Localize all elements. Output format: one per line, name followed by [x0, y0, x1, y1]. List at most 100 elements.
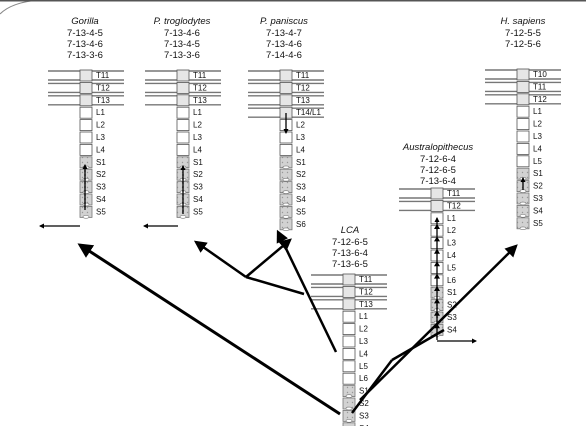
vertebra-label: S1 [359, 387, 369, 396]
vertebra-l3: L3 [176, 131, 202, 144]
vertebra-l3: L3 [342, 335, 368, 348]
vertebra-l1: L1 [176, 106, 202, 119]
taxon-name: P. paniscus [260, 16, 308, 27]
vertebra-l4: L4 [79, 143, 105, 156]
vertebra-label: S4 [296, 195, 306, 204]
arrow-to-pan-ancestor [276, 229, 338, 353]
vertebra-label: S3 [447, 313, 457, 322]
taxon-name: LCA [341, 225, 359, 236]
lumbar-shift-arrowhead [434, 248, 440, 254]
lumbar-shift-arrowhead [434, 261, 440, 267]
vertebra-s5: S5 [176, 205, 203, 219]
vertebra-s2: S2 [430, 299, 457, 312]
vertebra-label: S1 [296, 158, 306, 167]
vertebra-s5: S5 [516, 217, 543, 231]
taxon-name: Australopithecus [402, 142, 473, 153]
arrow-to-gorilla [77, 243, 341, 416]
vertebra-s1: S1 [176, 156, 203, 170]
vertebra-label: L1 [96, 108, 105, 117]
vertebra-s3: S3 [342, 409, 369, 423]
vertebra-s4: S4 [176, 193, 203, 207]
vertebra-label: T12 [193, 83, 207, 92]
arrow-segment-pan [245, 275, 305, 296]
vertebra-label: T14/L1 [296, 108, 321, 117]
vertebra-l4: L4 [516, 142, 542, 155]
vertebra-l1: L1 [79, 106, 105, 119]
vertebra-label: L3 [296, 133, 305, 142]
vertebra-l1: L1 [430, 212, 456, 225]
taxon-name: Gorilla [71, 16, 98, 27]
vertebra-t12: T12 [311, 285, 387, 298]
vertebra-label: T11 [533, 82, 547, 91]
vertebra-label: L4 [296, 145, 305, 154]
vertebra-label: L5 [359, 362, 368, 371]
vertebral-formula: 7-12-6-5 [332, 237, 368, 248]
vertebra-label: L5 [447, 263, 456, 272]
vertebra-label: L1 [533, 107, 542, 116]
vertebra-t12: T12 [399, 199, 475, 212]
lumbar-shift-arrowhead [434, 286, 440, 291]
vertebral-formula: 7-12-5-6 [505, 39, 541, 50]
vertebra-l2: L2 [430, 224, 456, 237]
vertebra-label: L3 [96, 133, 105, 142]
vertebra-label: L4 [359, 349, 368, 358]
vertebra-label: S2 [359, 399, 369, 408]
phylogeny-arrows [77, 229, 518, 416]
vertebra-l1: L1 [516, 105, 542, 118]
vertebra-t12: T12 [145, 82, 221, 94]
vertebra-s5: S5 [279, 205, 306, 219]
vertebral-formula: 7-13-4-6 [67, 39, 103, 50]
vertebra-l5: L5 [516, 155, 542, 168]
vertebra-l3: L3 [516, 130, 542, 143]
vertebra-label: L4 [193, 145, 202, 154]
vertebra-l2: L2 [176, 119, 202, 131]
vertebra-label: L2 [533, 120, 542, 129]
column-australopithecus: Australopithecus7-12-6-47-12-6-57-13-6-4… [399, 142, 478, 344]
vertebral-formula: 7-13-3-6 [164, 50, 200, 61]
vertebra-label: T12 [96, 83, 110, 92]
vertebra-label: S5 [533, 219, 543, 228]
vertebra-label: L2 [359, 325, 368, 334]
lumbar-shift-arrowhead [434, 236, 440, 242]
vertebra-label: L3 [447, 239, 456, 248]
vertebra-label: S3 [533, 194, 543, 203]
vertebra-label: S1 [447, 288, 457, 297]
vertebra-label: S1 [96, 158, 106, 167]
vertebral-formula: 7-13-3-6 [67, 50, 103, 61]
vertebra-l3: L3 [79, 131, 105, 144]
vertebra-label: S4 [447, 325, 457, 334]
vertebra-s2: S2 [279, 168, 306, 182]
vertebra-l5: L5 [430, 261, 456, 274]
vertebra-l2: L2 [279, 119, 305, 131]
arrow-to-p-troglodytes [193, 240, 247, 279]
vertebra-label: T11 [96, 71, 110, 80]
vertebra-s3: S3 [79, 181, 106, 194]
vertebral-formula: 7-12-6-4 [420, 154, 456, 165]
vertebral-formula: 7-13-4-6 [164, 28, 200, 39]
vertebral-formula: 7-13-6-4 [332, 248, 368, 259]
taxon-name: P. troglodytes [154, 16, 211, 27]
vertebra-s4: S4 [516, 204, 543, 218]
vertebra-s3: S3 [176, 181, 203, 194]
vertebra-label: T13 [296, 96, 310, 105]
vertebra-label: S3 [96, 183, 106, 192]
vertebra-label: S2 [193, 170, 203, 179]
vertebra-l3: L3 [430, 237, 456, 250]
vertebra-label: S4 [96, 195, 106, 204]
vertebra-label: T11 [447, 189, 461, 198]
lumbar-shift-arrowhead [434, 310, 440, 316]
vertebra-l3: L3 [279, 131, 305, 144]
vertebra-s3: S3 [279, 181, 306, 194]
vertebra-label: S1 [533, 169, 543, 178]
vertebra-t11: T11 [485, 81, 561, 93]
vertebra-t10: T10 [485, 68, 561, 81]
vertebra-label: L2 [96, 121, 105, 130]
vertebra-label: S3 [296, 183, 306, 192]
vertebra-label: S2 [96, 170, 106, 179]
vertebra-label: L6 [359, 374, 368, 383]
vertebra-l2: L2 [516, 118, 542, 130]
